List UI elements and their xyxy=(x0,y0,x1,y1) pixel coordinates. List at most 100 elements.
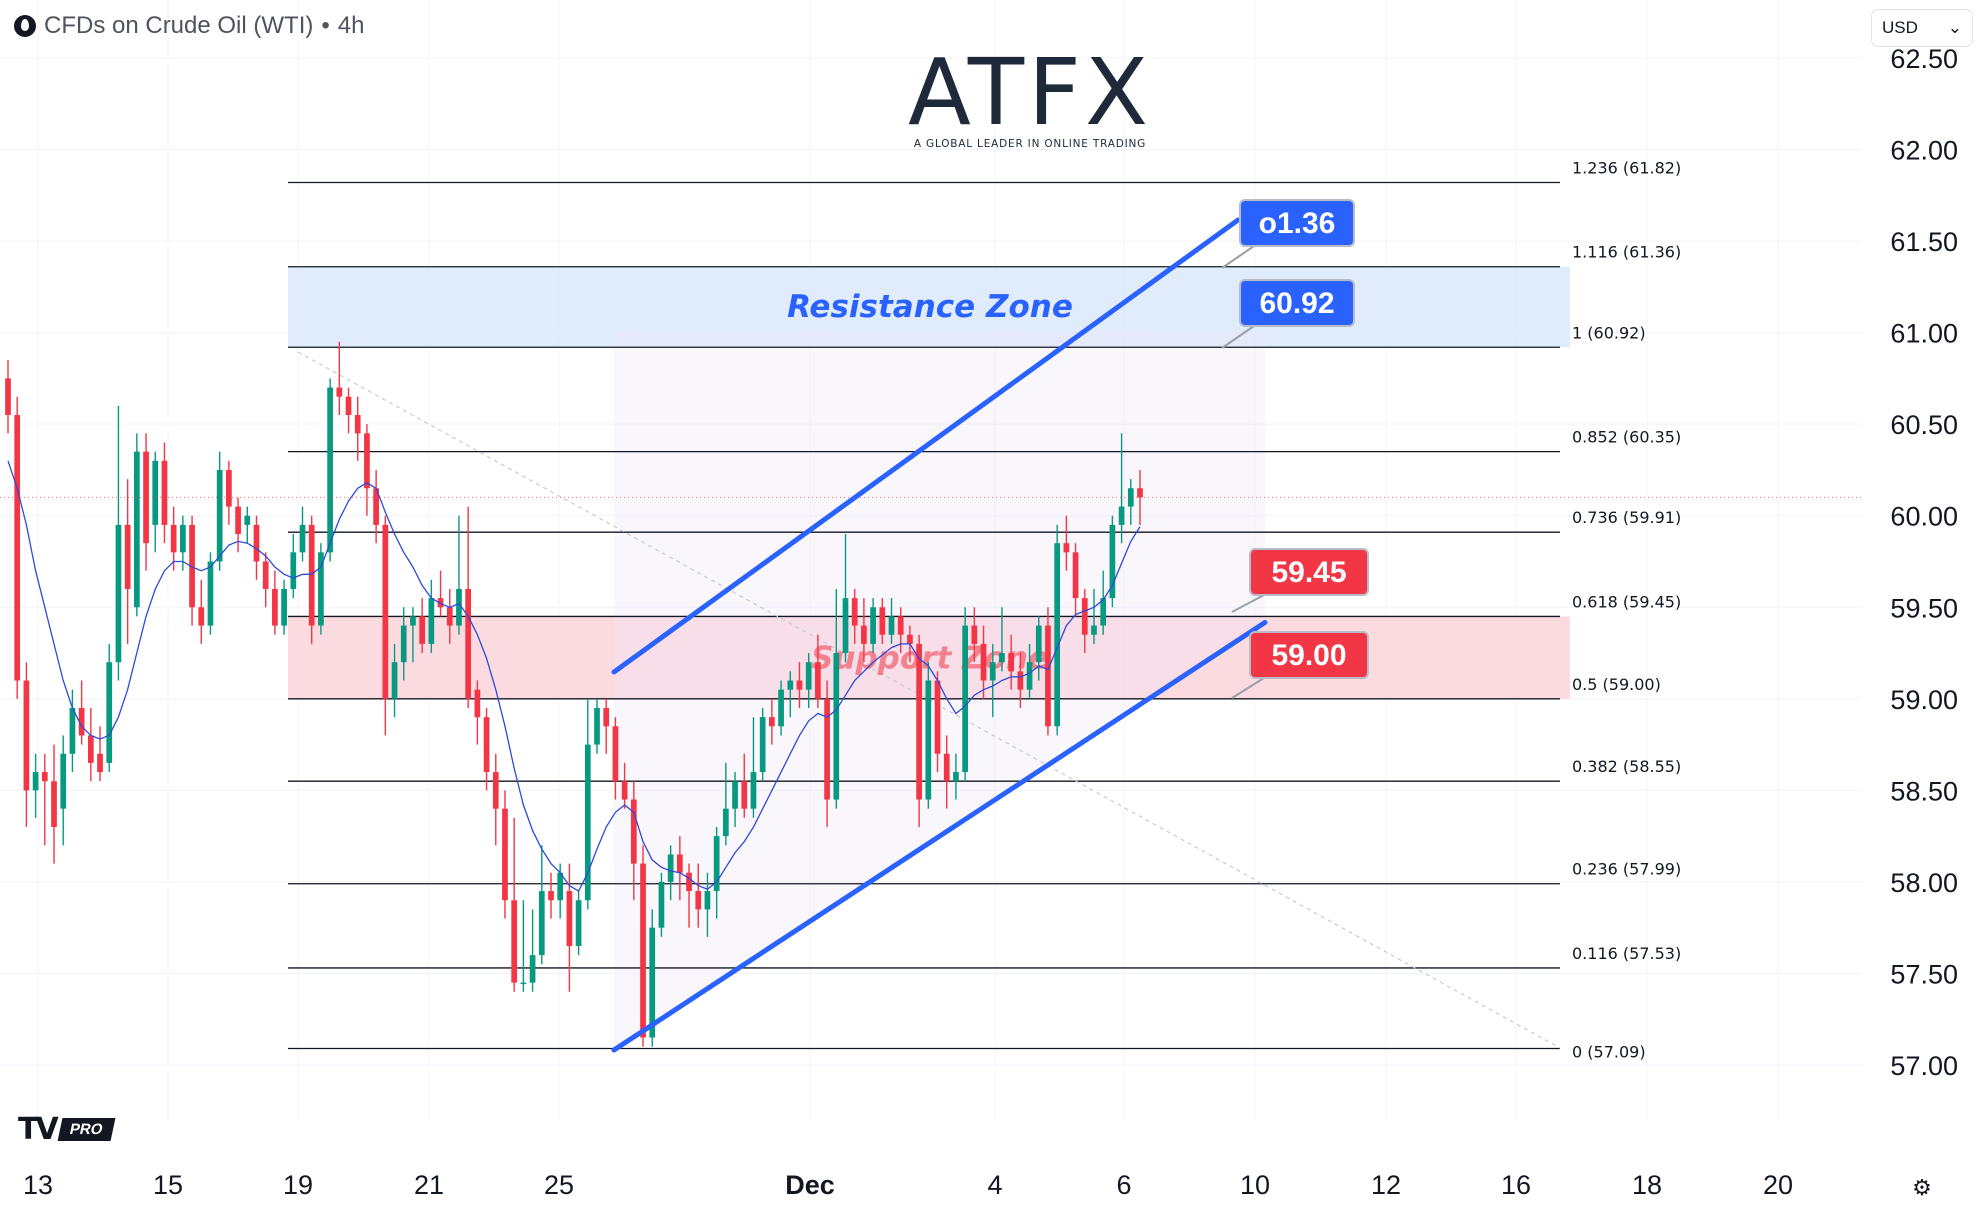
chart-header: CFDs on Crude Oil (WTI) • 4h xyxy=(14,12,364,40)
resistance-zone xyxy=(288,266,1570,348)
candle-body xyxy=(133,451,140,608)
candle-body xyxy=(373,488,379,525)
price-callout: 59.00 xyxy=(1231,631,1369,699)
candle-body xyxy=(253,524,260,562)
y-tick-label: 58.00 xyxy=(1890,868,1958,898)
candle-body xyxy=(815,662,821,699)
candle-body xyxy=(1063,543,1070,553)
y-tick-label: 62.50 xyxy=(1890,44,1958,74)
candle-body xyxy=(272,588,278,626)
candle-body xyxy=(446,607,453,626)
candle-body xyxy=(1081,598,1088,635)
candle-body xyxy=(870,607,876,644)
candle-body xyxy=(851,598,858,626)
candle-body xyxy=(805,662,812,690)
candle-body xyxy=(953,772,959,782)
candle-body xyxy=(290,552,297,589)
candle-body xyxy=(161,460,168,525)
price-callout: o1.36 xyxy=(1221,199,1355,269)
candle-body xyxy=(345,396,352,416)
candle-body xyxy=(566,891,573,946)
candle-body xyxy=(382,524,389,699)
gear-icon[interactable]: ⚙ xyxy=(1912,1175,1932,1200)
candle-body xyxy=(833,653,840,800)
price-callout: 60.92 xyxy=(1221,279,1355,349)
candle-body xyxy=(1008,653,1015,672)
candle-body xyxy=(1127,488,1134,507)
candle-body xyxy=(354,415,361,434)
candle-body xyxy=(483,717,490,773)
x-tick-label: 6 xyxy=(1116,1170,1131,1200)
candle-body xyxy=(769,717,775,727)
x-tick-label: 16 xyxy=(1501,1170,1531,1200)
candle-body xyxy=(1072,552,1079,599)
candle-body xyxy=(336,387,343,397)
candle-body xyxy=(971,625,978,644)
candle-body xyxy=(925,680,932,800)
candle-body xyxy=(198,607,205,626)
candle-body xyxy=(621,781,628,800)
y-tick-label: 60.00 xyxy=(1890,502,1958,532)
callout-label: 59.00 xyxy=(1271,639,1346,672)
candle-body xyxy=(520,982,527,985)
candle-body xyxy=(456,588,462,626)
candle-body xyxy=(189,524,195,608)
candle-body xyxy=(106,662,113,763)
symbol-title[interactable]: CFDs on Crude Oil (WTI) xyxy=(44,12,314,39)
candle-body xyxy=(143,451,149,544)
candle-body xyxy=(419,616,425,644)
candle-body xyxy=(474,689,481,718)
callout-pointer xyxy=(1231,594,1265,613)
fib-label: 1.236 (61.82) xyxy=(1572,159,1681,178)
fib-label: 1 (60.92) xyxy=(1572,323,1646,342)
y-tick-label: 57.50 xyxy=(1890,959,1958,989)
candle-body xyxy=(787,680,794,690)
fib-label: 0.852 (60.35) xyxy=(1572,428,1681,447)
x-tick-label: 25 xyxy=(544,1170,574,1200)
candle-body xyxy=(741,781,748,809)
x-tick-label: 13 xyxy=(23,1170,53,1200)
candle-body xyxy=(676,854,683,873)
candle-body xyxy=(732,781,738,809)
x-tick-label: 20 xyxy=(1763,1170,1793,1200)
candle-body xyxy=(584,744,591,901)
candle-body xyxy=(962,625,968,773)
candle-body xyxy=(704,891,711,910)
x-tick-label: Dec xyxy=(785,1170,835,1200)
candle-body xyxy=(842,598,849,654)
candle-body xyxy=(1118,506,1125,525)
candle-body xyxy=(152,460,159,525)
candle-body xyxy=(428,598,435,644)
candle-body xyxy=(97,753,103,773)
resistance-zone-label: Resistance Zone xyxy=(787,289,1073,325)
candle-body xyxy=(69,707,76,754)
currency-select[interactable]: USD ⌄ xyxy=(1872,10,1972,46)
candle-body xyxy=(557,872,564,901)
candle-body xyxy=(244,515,251,525)
x-tick-label: 10 xyxy=(1240,1170,1270,1200)
candle-body xyxy=(649,927,656,1038)
candle-body xyxy=(897,616,904,635)
candle-body xyxy=(630,799,637,864)
fib-label: 0.5 (59.00) xyxy=(1572,675,1661,694)
candle-body xyxy=(1026,662,1033,690)
candle-body xyxy=(180,524,186,553)
candle-body xyxy=(216,469,223,562)
candle-body xyxy=(410,616,416,626)
candle-body xyxy=(778,689,784,727)
interval-label[interactable]: 4h xyxy=(337,12,365,39)
candle-body xyxy=(723,808,729,837)
candle-body xyxy=(824,698,830,800)
x-tick-label: 18 xyxy=(1632,1170,1662,1200)
candle-body xyxy=(603,707,610,727)
callout-box xyxy=(1249,548,1369,596)
candle-body xyxy=(115,524,122,663)
candle-body xyxy=(686,872,692,892)
candle-body xyxy=(1091,625,1097,635)
currency-value: USD xyxy=(1882,18,1918,37)
y-tick-label: 59.50 xyxy=(1890,593,1958,623)
callout-label: o1.36 xyxy=(1259,207,1336,240)
callout-pointer xyxy=(1231,677,1265,699)
candle-body xyxy=(60,753,67,809)
